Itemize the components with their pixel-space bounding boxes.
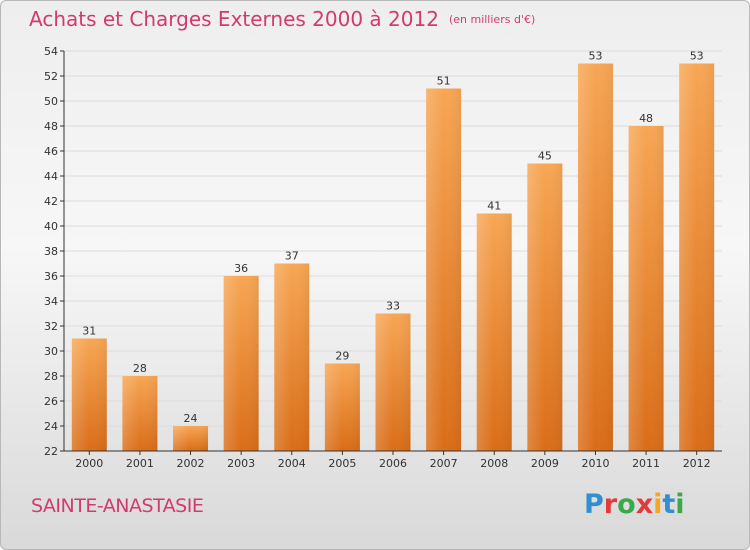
y-tick-label: 28: [44, 370, 58, 383]
y-tick-label: 34: [44, 295, 58, 308]
bar-value-label: 41: [487, 200, 501, 213]
y-tick-label: 40: [44, 220, 58, 233]
logo-letter: x: [635, 489, 654, 520]
logo-letter: i: [675, 489, 685, 520]
x-tick-label: 2012: [683, 457, 711, 470]
bar-value-label: 53: [588, 50, 602, 63]
y-tick-label: 38: [44, 245, 58, 258]
x-tick-label: 2008: [480, 457, 508, 470]
chart-title-text: Achats et Charges Externes 2000 à 2012: [29, 7, 439, 31]
y-tick-label: 30: [44, 345, 58, 358]
bar-shine: [679, 63, 715, 451]
bars: 31 28 24 36 37 29 33 51 41 45 53 48 53: [71, 50, 715, 451]
bar-value-label: 36: [234, 262, 248, 275]
bar-shine: [71, 338, 107, 451]
y-tick-label: 46: [44, 145, 58, 158]
bar-shine: [527, 163, 563, 451]
chart-subtitle: (en milliers d'€): [448, 13, 536, 26]
y-tick-label: 26: [44, 395, 58, 408]
y-axis-ticks: 22 24 26 28 30 32 34 36 38 40 42 44 46 48 50 52 54: [44, 45, 64, 458]
bar-value-label: 28: [133, 362, 147, 375]
x-tick-label: 2000: [75, 457, 103, 470]
x-tick-label: 2005: [328, 457, 356, 470]
bar-value-label: 48: [639, 112, 653, 125]
place-name: SAINTE-ANASTASIE: [31, 495, 204, 517]
logo-letter: r: [603, 489, 618, 520]
bar-value-label: 33: [386, 300, 400, 313]
bar-value-label: 29: [335, 350, 349, 363]
bar-shine: [173, 426, 209, 451]
y-tick-label: 44: [44, 170, 58, 183]
x-tick-label: 2003: [227, 457, 255, 470]
x-axis-ticks: 2000 2001 2002 2003 2004 2005 2006 2007 2008 2009…: [75, 451, 711, 470]
x-tick-label: 2006: [379, 457, 407, 470]
bar-value-label: 31: [82, 325, 96, 338]
x-tick-label: 2007: [430, 457, 458, 470]
x-tick-label: 2002: [177, 457, 205, 470]
bar-shine: [577, 63, 613, 451]
logo-letter: i: [653, 489, 663, 520]
x-tick-label: 2001: [126, 457, 154, 470]
chart-title: Achats et Charges Externes 2000 à 2012 (e…: [29, 7, 535, 31]
x-tick-label: 2004: [278, 457, 306, 470]
y-tick-label: 36: [44, 270, 58, 283]
y-tick-label: 22: [44, 445, 58, 458]
bar-value-label: 37: [285, 250, 299, 263]
logo-letter: o: [617, 489, 636, 520]
bar-value-label: 45: [538, 150, 552, 163]
bar-value-label: 24: [184, 412, 198, 425]
bar-shine: [476, 213, 512, 451]
logo-letter: P: [584, 489, 604, 520]
bar-shine: [426, 88, 462, 451]
y-tick-label: 50: [44, 95, 58, 108]
y-tick-label: 32: [44, 320, 58, 333]
y-tick-label: 52: [44, 70, 58, 83]
bar-value-label: 53: [690, 50, 704, 63]
x-tick-label: 2009: [531, 457, 559, 470]
y-tick-label: 42: [44, 195, 58, 208]
y-tick-label: 24: [44, 420, 58, 433]
bar-shine: [628, 126, 664, 451]
proxiti-logo: Proxiti: [584, 489, 685, 520]
y-tick-label: 48: [44, 120, 58, 133]
bar-shine: [122, 376, 158, 451]
x-tick-label: 2011: [632, 457, 660, 470]
logo-letter: t: [662, 489, 676, 520]
x-tick-label: 2010: [581, 457, 609, 470]
bar-shine: [274, 263, 310, 451]
bar-shine: [375, 313, 411, 451]
y-tick-label: 54: [44, 45, 58, 58]
bar-value-label: 51: [437, 75, 451, 88]
bar-shine: [324, 363, 360, 451]
bar-shine: [223, 276, 259, 451]
